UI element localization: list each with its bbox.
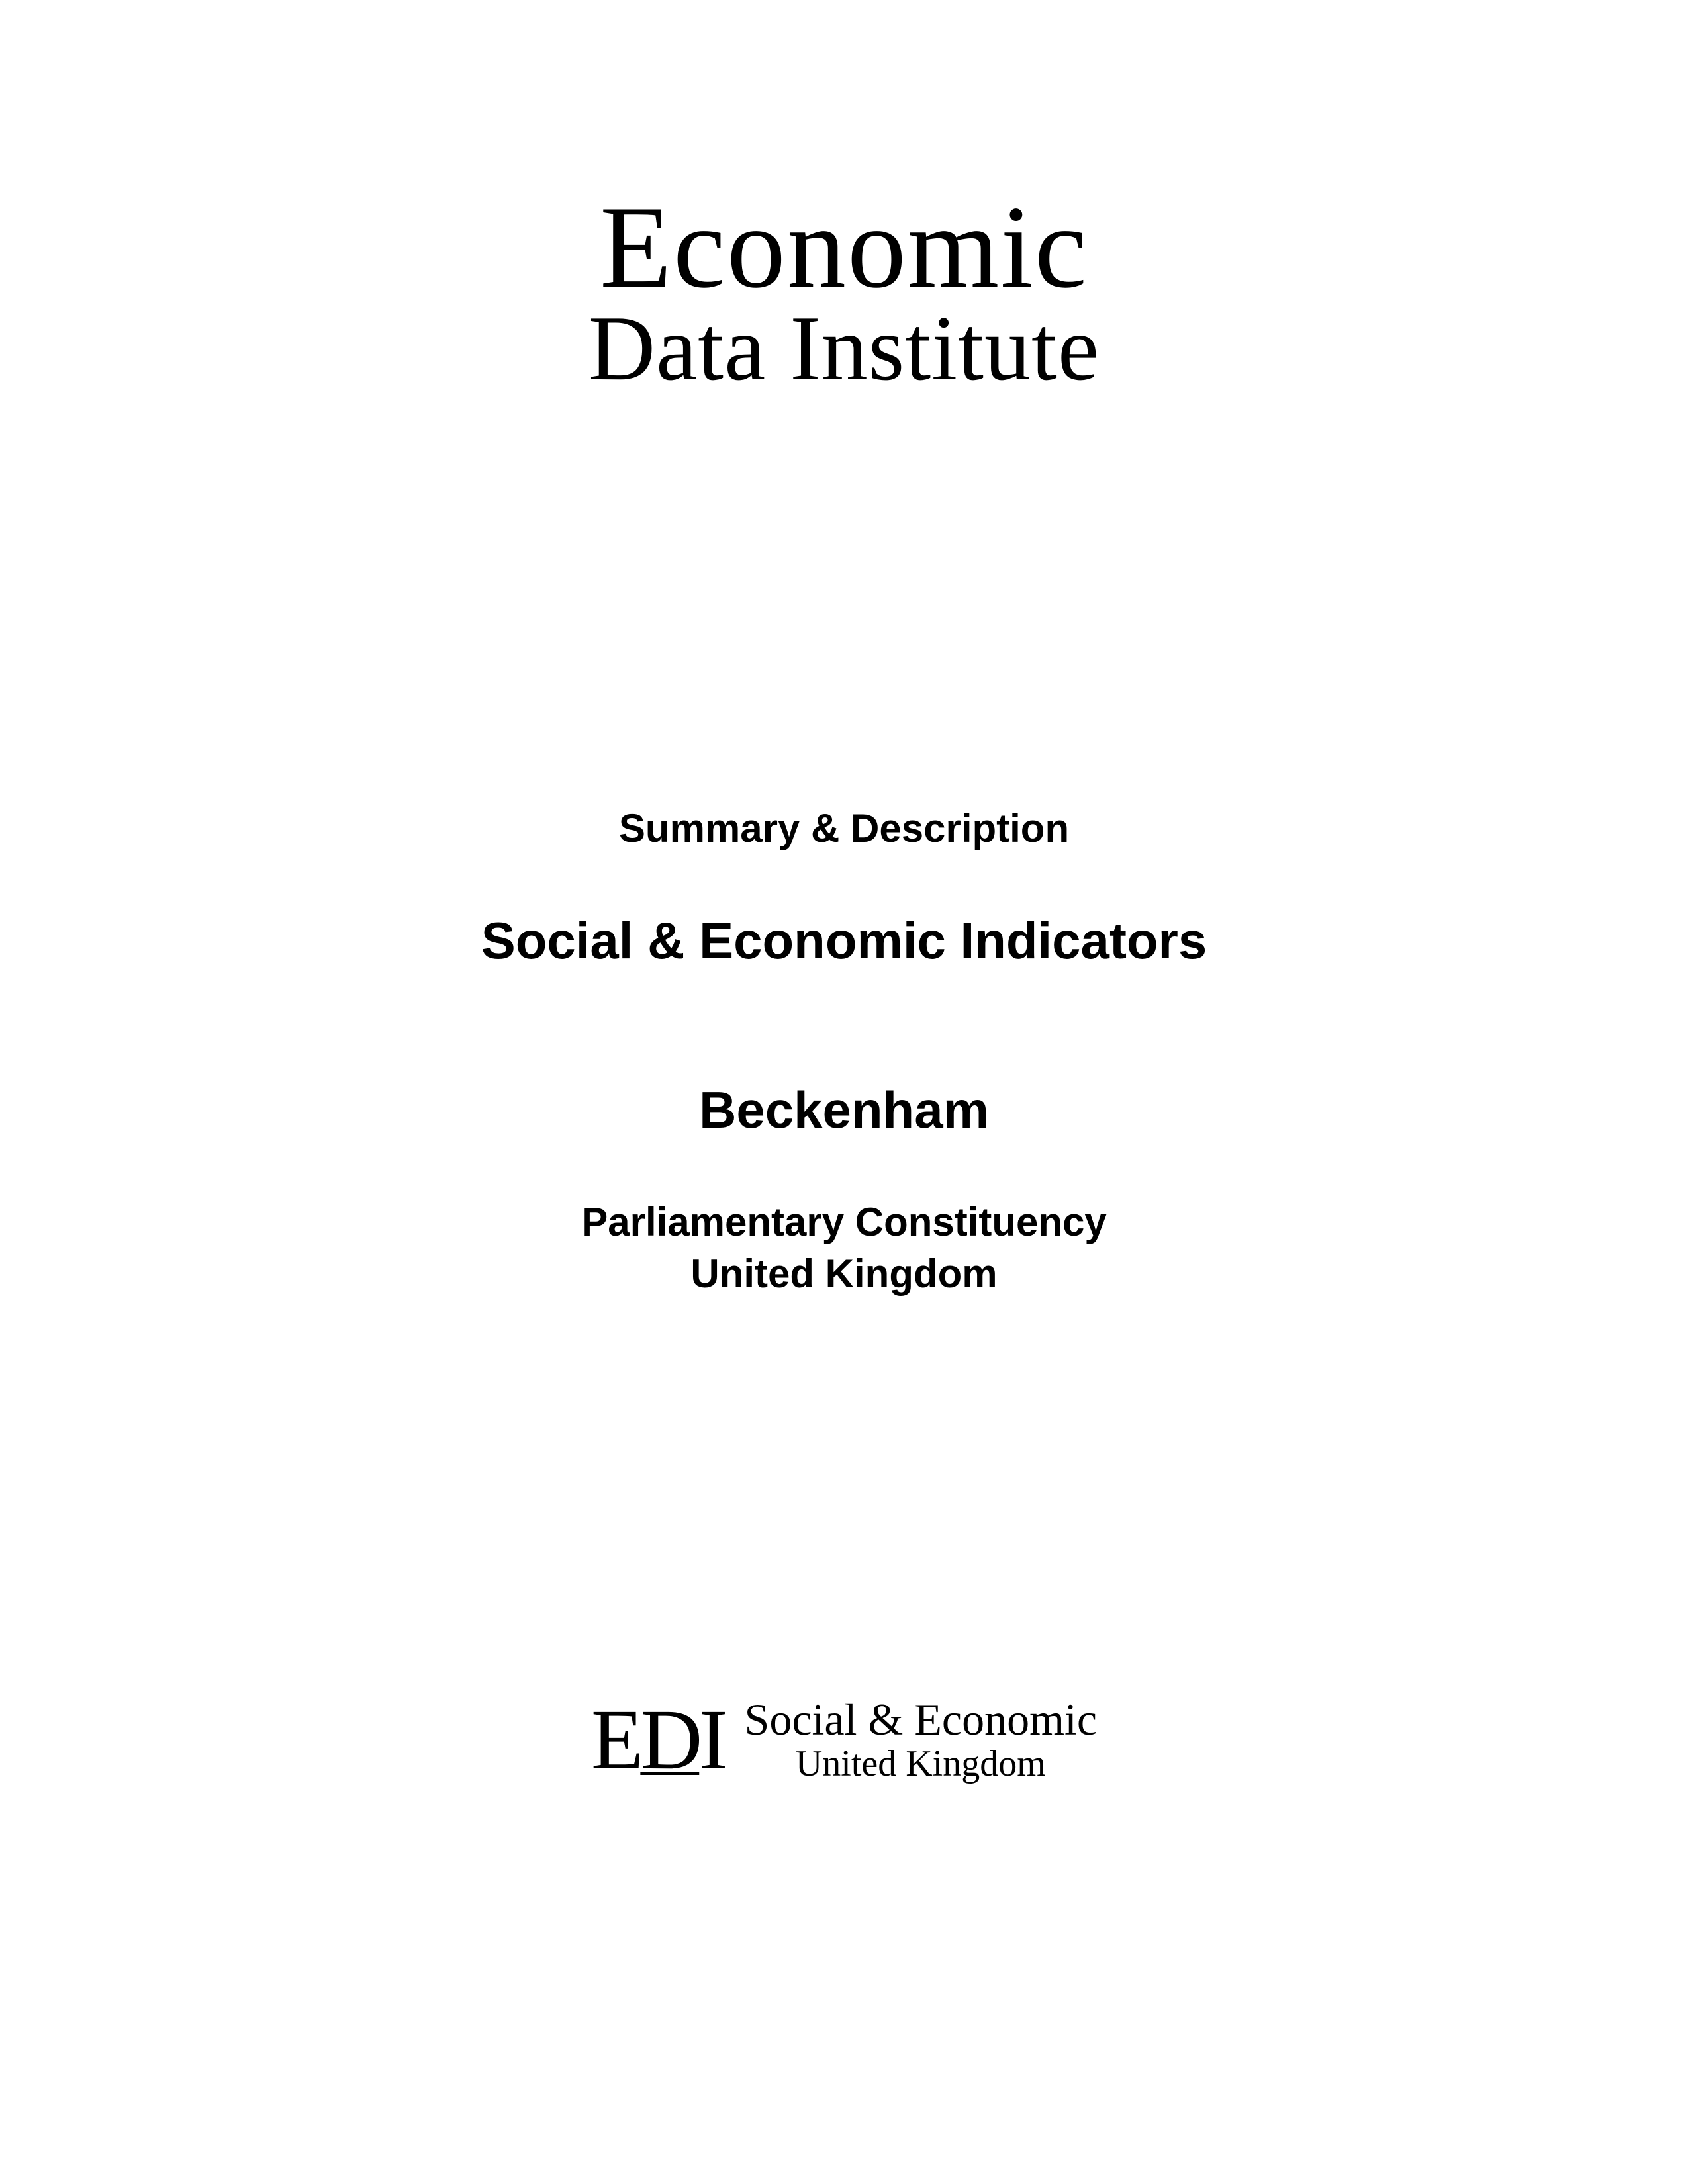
footer-logo-tagline: Social & Economic United Kingdom [745, 1695, 1098, 1785]
location-name: Beckenham [699, 1080, 989, 1140]
footer-tagline-line2: United Kingdom [745, 1744, 1098, 1785]
subtitle-block: Parliamentary Constituency United Kingdo… [581, 1197, 1107, 1300]
subtitle-line2: United Kingdom [581, 1248, 1107, 1300]
footer-logo-abbreviation: EDI [591, 1690, 725, 1790]
footer-logo-e: E [591, 1692, 640, 1788]
footer-tagline-line1: Social & Economic [745, 1695, 1098, 1745]
footer-logo-i: I [699, 1692, 724, 1788]
footer-logo-d: D [640, 1692, 699, 1788]
main-title: Social & Economic Indicators [481, 911, 1207, 971]
summary-description-label: Summary & Description [619, 805, 1069, 851]
main-logo: Economic Data Institute [588, 185, 1100, 395]
footer-logo: EDI Social & Economic United Kingdom [591, 1690, 1097, 1790]
main-logo-line1: Economic [588, 185, 1100, 309]
main-logo-line2: Data Institute [588, 302, 1100, 395]
document-page: Economic Data Institute Summary & Descri… [0, 0, 1688, 2184]
subtitle-line1: Parliamentary Constituency [581, 1197, 1107, 1248]
